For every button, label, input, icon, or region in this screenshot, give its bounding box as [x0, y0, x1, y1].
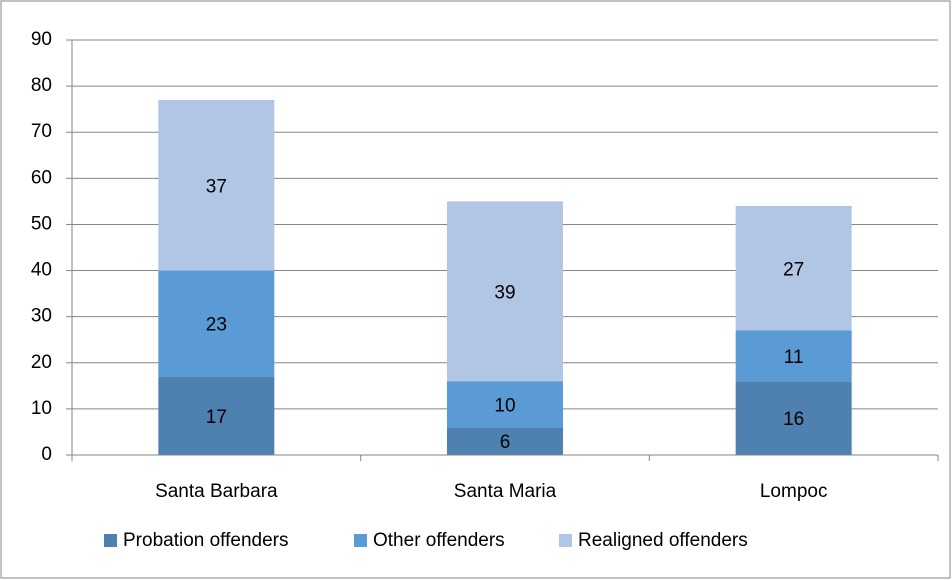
data-label: 39	[494, 282, 515, 303]
y-tick-label: 60	[31, 167, 52, 188]
data-label: 37	[206, 176, 227, 197]
bar-segment	[735, 381, 852, 455]
data-label: 11	[784, 347, 804, 368]
legend-swatch	[104, 534, 117, 547]
y-tick-label: 30	[31, 306, 52, 327]
data-label: 6	[500, 432, 511, 453]
y-tick-label: 50	[31, 213, 52, 234]
legend-label: Probation offenders	[123, 530, 289, 551]
bar-segment	[735, 206, 852, 331]
y-tick-label: 40	[31, 260, 52, 281]
data-label: 23	[206, 315, 227, 336]
y-tick-label: 0	[41, 444, 52, 465]
data-label: 16	[783, 409, 804, 430]
legend-swatch	[559, 534, 572, 547]
y-tick-label: 80	[31, 75, 52, 96]
y-tick-label: 10	[31, 398, 52, 419]
data-label: 17	[206, 407, 227, 428]
bar-segment	[447, 381, 563, 428]
x-tick-label: Santa Maria	[454, 481, 557, 502]
bar-segment	[735, 330, 852, 382]
bar-segment	[447, 201, 563, 382]
x-tick-label: Lompoc	[760, 481, 828, 502]
legend-label: Realigned offenders	[578, 530, 748, 551]
y-tick-label: 90	[31, 29, 52, 50]
bar-segment	[158, 376, 275, 455]
data-label: 10	[494, 395, 515, 416]
bar-segment	[158, 270, 275, 377]
y-tick-label: 70	[31, 121, 52, 142]
y-tick-label: 20	[31, 352, 52, 373]
bar-segment	[158, 99, 275, 271]
bar-segment	[447, 427, 563, 455]
legend-swatch	[354, 534, 367, 547]
data-label: 27	[783, 259, 804, 280]
x-tick-label: Santa Barbara	[155, 481, 278, 502]
legend-label: Other offenders	[373, 530, 505, 551]
